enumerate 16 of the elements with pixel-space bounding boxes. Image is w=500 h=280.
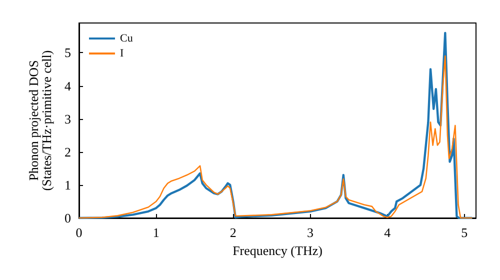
x-axis-title: Frequency (THz): [232, 242, 322, 258]
legend-label: Cu: [120, 32, 134, 44]
x-tick-label: 1: [152, 225, 160, 240]
y-tick-label: 0: [64, 210, 71, 226]
x-tick-label: 0: [76, 225, 82, 240]
y-tick-label: 5: [64, 45, 71, 60]
y-tick-label: 4: [64, 78, 72, 94]
y-tick-label: 1: [64, 177, 71, 192]
legend-label: I: [120, 48, 124, 60]
y-tick-label: 3: [64, 111, 71, 126]
y-tick-label: 2: [64, 144, 71, 160]
x-tick-label: 4: [384, 225, 392, 240]
x-tick-label: 2: [230, 225, 236, 240]
x-tick-label: 3: [307, 225, 314, 240]
x-tick-label: 5: [461, 225, 468, 240]
y-axis-title: Phonon projected DOS (States/THz·primitive cell): [26, 50, 54, 191]
